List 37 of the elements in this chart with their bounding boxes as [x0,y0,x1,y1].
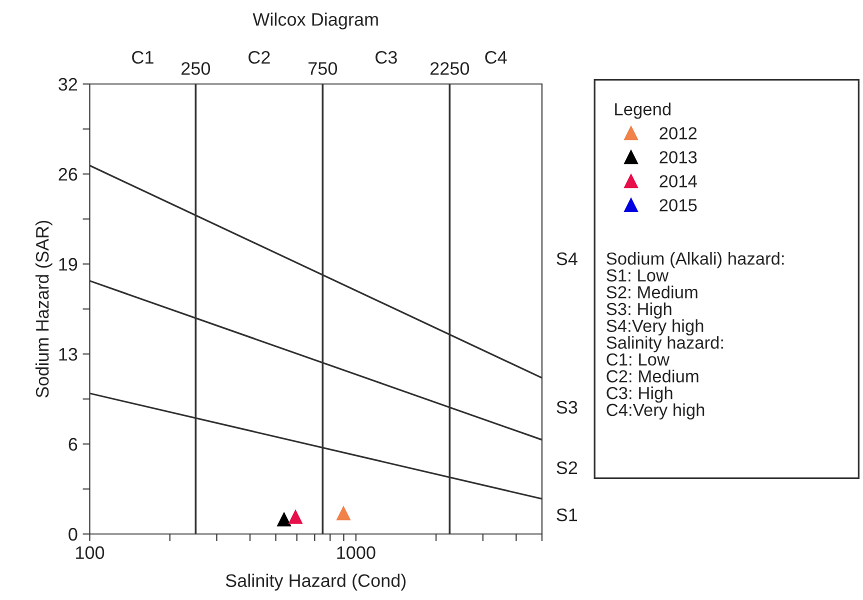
ref-line-label: 750 [308,62,338,75]
text: C2 [248,50,270,64]
ref-line-label: 2250 [430,62,470,75]
legend-label: 2012 [660,127,697,140]
chart-title: Wilcox Diagram [252,12,378,30]
text: C2: Medium [606,370,698,382]
text: S2: Medium [606,286,698,298]
text: S3: High [606,302,672,319]
y-tick-label: 26 [58,168,78,181]
text: Salinity hazard: [606,336,723,352]
text: S4:Very high [606,319,704,336]
text: Sodium (Alkali) hazard: [606,252,784,268]
x-axis-title: Salinity Hazard (Cond) [226,574,406,591]
text: C4 [485,50,507,64]
y-tick-label: 19 [59,258,78,271]
y-tick-label: 6 [68,438,78,451]
legend-label: 2013 [660,151,697,164]
legend-label: 2014 [660,175,697,188]
x-tick-label: 100 [76,546,104,560]
text: C1: Low [606,353,670,366]
text: C3: High [606,386,672,403]
text: C4:Very high [606,403,704,420]
legend-label: 2015 [660,199,697,212]
y-tick-label: 13 [59,348,78,361]
y-tick-label: 0 [68,528,78,541]
y-axis-title: Sodium Hazard (SAR) [35,220,52,398]
text: C1 [132,50,154,64]
y-tick-label: 32 [58,78,78,91]
legend-title: Legend [615,102,670,119]
text: S2 [556,461,578,474]
ref-line-label: 250 [182,62,210,75]
text: S1 [556,508,578,522]
text: S4 [556,252,578,266]
text: S1: Low [606,269,669,282]
text: S3 [556,400,578,414]
x-tick-label: 1000 [337,546,376,560]
text: C3 [376,50,397,64]
